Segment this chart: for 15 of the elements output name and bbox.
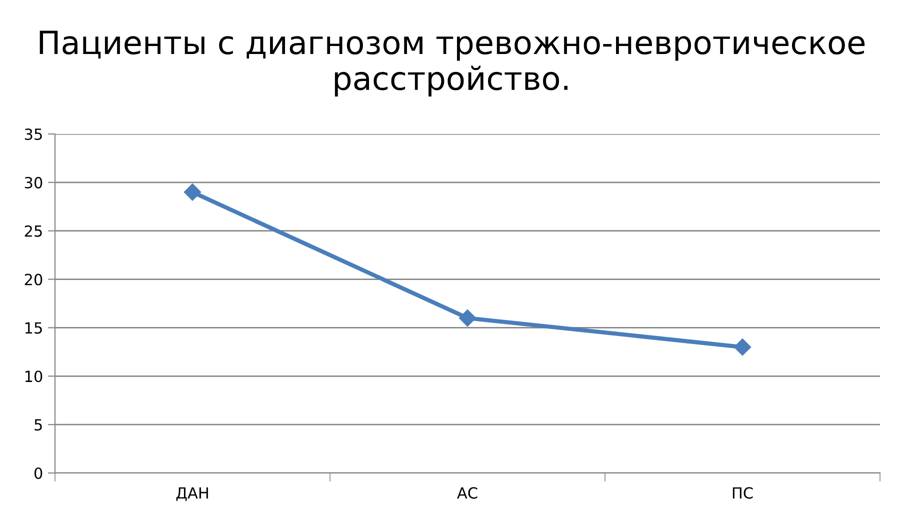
y-tick-label: 25: [24, 225, 42, 237]
point: [458, 309, 476, 327]
y-tick-label: 35: [24, 128, 42, 140]
y-tick-label: 10: [25, 370, 42, 382]
y-tick-label: 15: [25, 322, 42, 334]
y-tick-label: 30: [24, 176, 42, 188]
y-tick-label: 5: [34, 419, 42, 431]
point: [184, 184, 202, 201]
y-tick-label: 20: [24, 274, 42, 286]
point: [734, 338, 752, 356]
chart-title: Пациенты с диагнозом тревожно-невротическое расстройство.: [40, 30, 865, 96]
x-tick-label: АС: [457, 487, 478, 499]
y-tick-label: 0: [34, 467, 42, 480]
x-tick-label: ДАН: [176, 487, 208, 501]
x-tick-label: ПС: [732, 487, 753, 499]
